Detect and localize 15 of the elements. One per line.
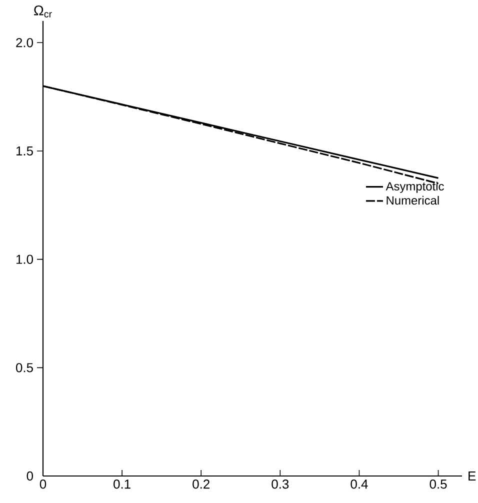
x-axis-title: E: [468, 472, 476, 480]
y-tick-label: 0: [26, 471, 33, 481]
y-tick-label: 2.0: [16, 38, 34, 48]
y-axis-title: Ω$_{cr}$: [34, 5, 52, 18]
legend-label: Numerical: [386, 196, 439, 205]
legend-label: Asymptotic: [386, 182, 444, 193]
y-tick-label: 1.0: [16, 254, 34, 264]
y-tick-label: 1.5: [16, 146, 33, 156]
x-tick-label: 0.3: [272, 480, 289, 489]
x-tick-label: 0.1: [114, 480, 130, 489]
x-tick-label: 0.4: [350, 480, 368, 489]
y-tick-label: 0.5: [16, 363, 33, 372]
x-tick-label: 0.2: [192, 480, 210, 489]
x-tick-label: 0.5: [430, 480, 447, 489]
x-tick-label: 0: [40, 480, 46, 489]
